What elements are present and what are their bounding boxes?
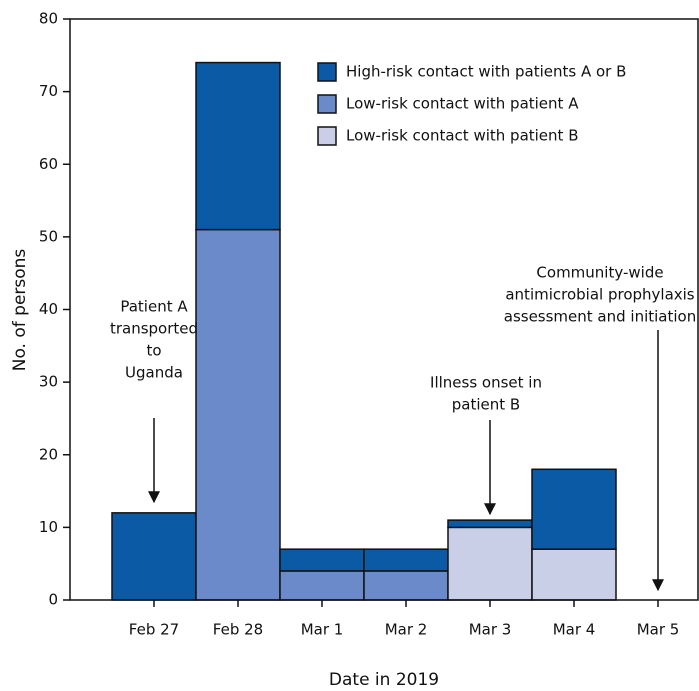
x-tick-label: Mar 1 [301,621,344,639]
bar-segment [447,519,533,529]
y-tick-label: 0 [48,591,58,609]
bar-segment [531,468,617,550]
bar-segment [363,548,449,572]
legend-label: Low-risk contact with patient B [346,127,579,145]
annotation-text: to [146,342,161,360]
y-tick-label: 80 [39,10,58,28]
x-tick-label: Mar 3 [469,621,512,639]
annotation-text: Community-wide [536,264,663,282]
legend-swatch [317,126,337,146]
y-tick-label: 20 [39,445,58,463]
annotation-text: transported [110,320,198,338]
y-axis-label: No. of persons [10,249,30,372]
y-tick-label: 10 [39,518,58,536]
bar-segment [363,570,449,601]
plot-frame [69,18,699,601]
y-tick-label: 30 [39,373,58,391]
legend-swatch [317,94,337,114]
legend-swatch [317,62,337,82]
y-tick-label: 50 [39,227,58,245]
legend-label: Low-risk contact with patient A [346,95,579,113]
bar-segment [195,61,281,231]
annotation-text: Illness onset in [430,374,542,392]
bar-segment [531,548,617,601]
x-tick-label: Mar 4 [553,621,596,639]
legend-label: High-risk contact with patients A or B [346,63,626,81]
x-axis-label: Date in 2019 [329,670,439,690]
annotation-text: patient B [452,396,520,414]
x-tick-label: Mar 5 [637,621,680,639]
bar-segment [279,548,365,572]
annotation-text: assessment and initiation [504,308,696,326]
y-tick-label: 60 [39,155,58,173]
y-tick-label: 70 [39,82,58,100]
x-tick-label: Mar 2 [385,621,428,639]
annotation-text: Uganda [125,364,183,382]
annotation-text: antimicrobial prophylaxis [505,286,694,304]
annotation-text: Patient A [120,298,188,316]
bar-segment [447,526,533,601]
x-tick-label: Feb 27 [129,621,179,639]
y-tick-label: 40 [39,300,58,318]
bar-segment [279,570,365,601]
bar-segment [195,228,281,601]
x-tick-label: Feb 28 [213,621,263,639]
bar-segment [111,512,197,601]
